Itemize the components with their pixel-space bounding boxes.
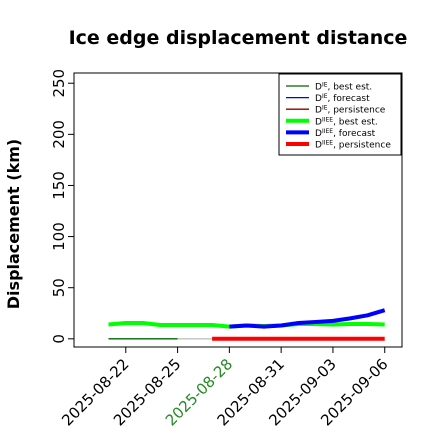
y-tick-label-1: 50: [50, 278, 68, 297]
y-tick-label-3: 150: [50, 171, 68, 200]
y-axis-label: Displacement (km): [4, 139, 23, 309]
legend-entry-2: DIE, persistence: [315, 105, 386, 116]
legend-box: [278, 73, 402, 156]
chart-title: Ice edge displacement distance: [69, 27, 408, 49]
legend-entry-1: DIE, forecast: [315, 93, 370, 104]
series-line-4: [229, 308, 386, 329]
legend-entry-0: DIE, best est.: [315, 82, 372, 93]
y-tick-label-4: 200: [50, 120, 68, 149]
legend-entry-3: DIIEE, best est.: [315, 116, 378, 127]
legend-entry-4: DIIEE, forecast: [315, 128, 376, 139]
y-tick-label-0: 0: [50, 334, 68, 344]
y-tick-label-2: 100: [50, 222, 68, 251]
plot-area: [108, 308, 386, 341]
y-tick-label-5: 250: [50, 69, 68, 98]
legend-entry-5: DIIEE, persistence: [315, 140, 391, 151]
plot-frame: [73, 72, 403, 348]
